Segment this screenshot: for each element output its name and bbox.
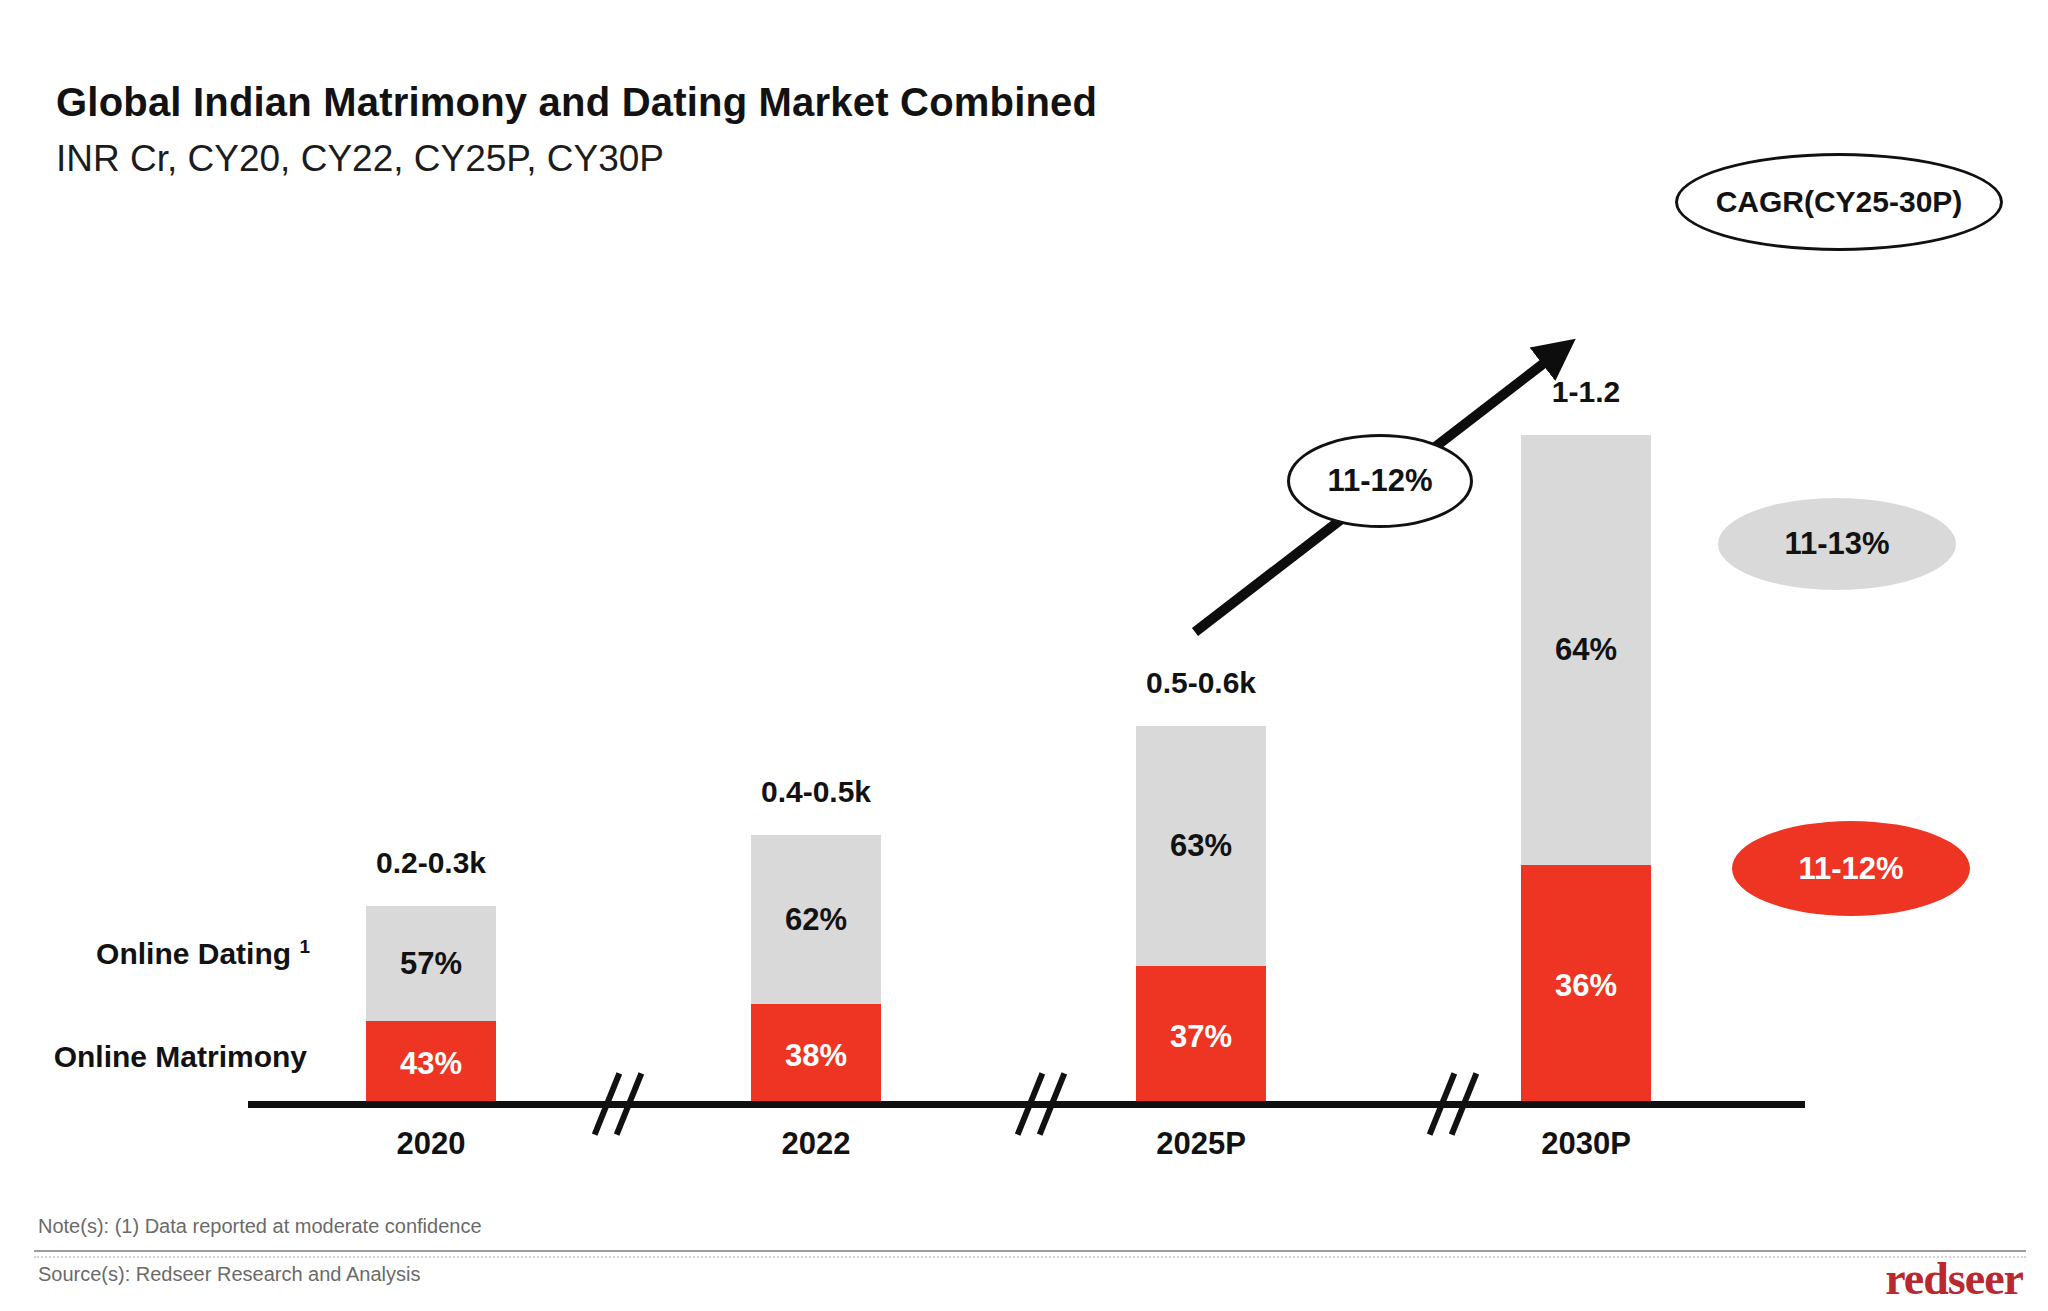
- x-axis-label: 2025P: [1051, 1126, 1351, 1162]
- slide: Global Indian Matrimony and Dating Marke…: [0, 0, 2048, 1311]
- source-text: Source(s): Redseer Research and Analysis: [38, 1263, 420, 1286]
- matrimony-cagr-badge: 11-12%: [1732, 821, 1970, 916]
- legend-online-dating-label: Online Dating: [96, 937, 291, 970]
- footnote-text: Note(s): (1) Data reported at moderate c…: [38, 1215, 482, 1238]
- dating-cagr-value: 11-13%: [1784, 526, 1889, 562]
- legend-online-dating: Online Dating 1: [96, 936, 310, 971]
- bar-total-label: 0.5-0.6k: [1051, 666, 1351, 700]
- matrimony-share-label: 37%: [1170, 1019, 1232, 1055]
- online-dating-segment: 62%: [751, 835, 881, 1004]
- online-matrimony-segment: 36%: [1521, 865, 1651, 1107]
- matrimony-share-label: 36%: [1555, 968, 1617, 1004]
- bar-total-label: 0.4-0.5k: [666, 775, 966, 809]
- dating-share-label: 57%: [400, 946, 462, 982]
- redseer-logo: redseer: [1885, 1252, 2023, 1305]
- bar-2030P: 64% 36%: [1521, 435, 1651, 1107]
- bar-total-label: 0.2-0.3k: [281, 846, 581, 880]
- bar-2022: 62% 38%: [751, 835, 881, 1107]
- bar-2025P: 63% 37%: [1136, 726, 1266, 1107]
- legend-online-matrimony-label: Online Matrimony: [54, 1040, 307, 1073]
- footer-divider: [34, 1250, 2026, 1258]
- x-axis-label: 2020: [281, 1126, 581, 1162]
- footnote-marker: 1: [299, 936, 310, 957]
- dating-share-label: 62%: [785, 902, 847, 938]
- online-dating-segment: 64%: [1521, 435, 1651, 865]
- bar-2020: 57% 43%: [366, 906, 496, 1107]
- online-matrimony-segment: 38%: [751, 1004, 881, 1107]
- dating-share-label: 64%: [1555, 632, 1617, 668]
- x-axis-label: 2022: [666, 1126, 966, 1162]
- online-matrimony-segment: 43%: [366, 1021, 496, 1107]
- online-dating-segment: 63%: [1136, 726, 1266, 966]
- dating-cagr-badge: 11-13%: [1718, 498, 1956, 590]
- x-axis-label: 2030P: [1436, 1126, 1736, 1162]
- matrimony-share-label: 38%: [785, 1038, 847, 1074]
- matrimony-cagr-value: 11-12%: [1798, 851, 1903, 887]
- matrimony-share-label: 43%: [400, 1046, 462, 1082]
- dating-share-label: 63%: [1170, 828, 1232, 864]
- online-matrimony-segment: 37%: [1136, 966, 1266, 1107]
- legend-online-matrimony: Online Matrimony: [54, 1040, 307, 1074]
- online-dating-segment: 57%: [366, 906, 496, 1021]
- bar-total-label: 1-1.2: [1436, 375, 1736, 409]
